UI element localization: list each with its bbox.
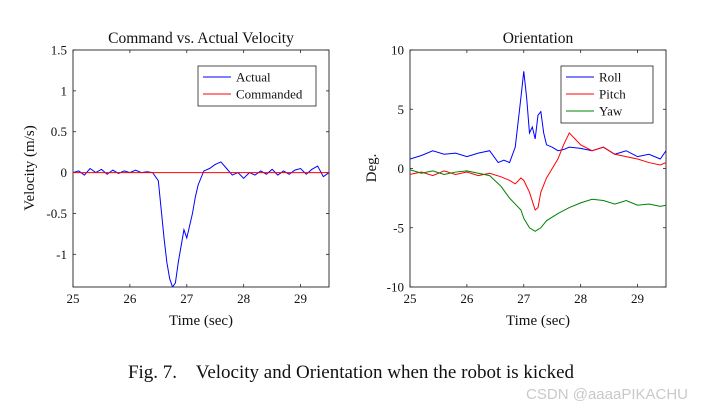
- figure: Command vs. Actual Velocity Velocity (m/…: [22, 30, 667, 329]
- orientation-plot: Orientation Deg. Time (sec) 25 26 27 28 29 10…: [364, 30, 667, 329]
- velocity-legend-label-actual: Actual: [236, 70, 271, 85]
- velocity-xtick-label: 28: [237, 291, 250, 306]
- orientation-legend-label-yaw: Yaw: [599, 104, 623, 119]
- orientation-plot-xlabel: Time (sec): [506, 313, 570, 329]
- velocity-series-actual-line: [73, 161, 329, 287]
- orientation-legend-label-pitch: Pitch: [599, 87, 626, 102]
- orientation-xtick-label: 25: [404, 291, 417, 306]
- velocity-legend-box: [197, 65, 317, 107]
- figure-caption: Fig. 7. Velocity and Orientation when th…: [0, 362, 702, 384]
- orientation-series-yaw-line: [410, 169, 666, 232]
- orientation-ytick-label: 5: [398, 102, 405, 117]
- velocity-xtick-label: 27: [180, 291, 194, 306]
- orientation-xtick-label: 29: [631, 291, 644, 306]
- orientation-ytick-label: 0: [398, 161, 405, 176]
- orientation-ytick-label: -5: [393, 220, 404, 235]
- orientation-legend-label-roll: Roll: [599, 70, 622, 85]
- orientation-xtick-label: 27: [517, 291, 531, 306]
- velocity-ytick-label: 0.5: [51, 124, 67, 139]
- velocity-ytick-label: -1: [56, 247, 67, 262]
- caption-text: Velocity and Orientation when the robot …: [195, 362, 575, 383]
- orientation-xtick-label: 28: [574, 291, 587, 306]
- velocity-plot-ylabel: Velocity (m/s): [22, 125, 38, 210]
- velocity-plot-axes-box: [72, 49, 330, 288]
- velocity-legend-label-commanded: Commanded: [236, 87, 303, 102]
- watermark: CSDN @aaaaPIKACHU: [526, 386, 688, 403]
- caption-label: Fig. 7.: [127, 362, 178, 383]
- orientation-xtick-label: 26: [460, 291, 474, 306]
- velocity-xtick-label: 29: [294, 291, 307, 306]
- velocity-plot: Command vs. Actual Velocity Velocity (m/…: [22, 30, 330, 329]
- orientation-ytick-label: 10: [391, 43, 404, 58]
- orientation-plot-title: Orientation: [503, 30, 574, 47]
- velocity-ytick-label: 0: [61, 165, 68, 180]
- velocity-xtick-label: 26: [123, 291, 137, 306]
- velocity-ytick-label: 1.5: [51, 43, 67, 58]
- orientation-plot-ylabel: Deg.: [364, 154, 380, 183]
- velocity-ytick-label: -0.5: [46, 206, 67, 221]
- velocity-plot-xlabel: Time (sec): [169, 313, 233, 329]
- velocity-ytick-label: 1: [61, 83, 68, 98]
- velocity-xtick-label: 25: [67, 291, 80, 306]
- orientation-series-pitch-line: [410, 132, 666, 211]
- orientation-ytick-label: -10: [387, 280, 404, 295]
- velocity-plot-title: Command vs. Actual Velocity: [108, 30, 294, 47]
